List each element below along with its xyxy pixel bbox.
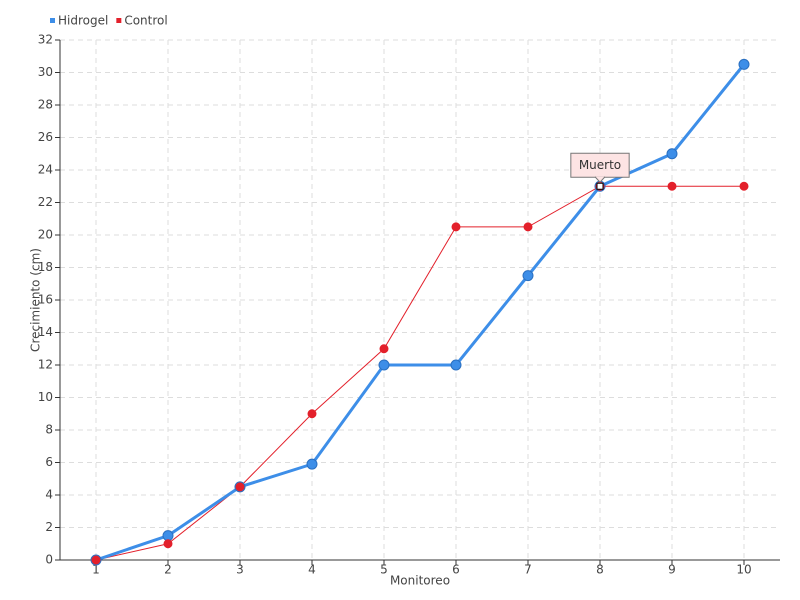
data-point	[163, 539, 173, 549]
x-tick-label: 7	[524, 563, 532, 577]
data-point	[451, 222, 461, 232]
y-tick-label: 32	[38, 33, 53, 47]
data-point	[91, 555, 101, 565]
data-point	[162, 530, 174, 542]
annotation: Muerto	[570, 152, 630, 190]
x-axis-label: Monitoreo	[390, 574, 450, 588]
y-tick-label: 4	[45, 488, 53, 502]
annotation-box	[570, 152, 630, 178]
y-tick-label: 2	[45, 520, 53, 534]
data-point	[450, 359, 462, 371]
x-tick-label: 1	[92, 563, 100, 577]
data-point	[738, 58, 750, 70]
data-point	[379, 344, 389, 354]
y-tick-label: 18	[38, 260, 53, 274]
annotation-marker	[596, 182, 604, 190]
legend-swatch	[50, 18, 55, 23]
x-tick-label: 3	[236, 563, 244, 577]
series-line	[95, 63, 746, 562]
y-tick-label: 10	[38, 390, 53, 404]
data-point	[666, 148, 678, 160]
data-point	[522, 270, 534, 282]
y-tick-label: 0	[45, 553, 53, 567]
y-tick-label: 28	[38, 98, 53, 112]
legend-swatch	[116, 18, 122, 23]
y-tick-label: 20	[38, 228, 53, 242]
data-point	[235, 482, 245, 492]
legend-label: Control	[124, 14, 167, 28]
y-tick-label: 26	[38, 130, 53, 144]
annotation-pointer	[594, 176, 606, 183]
annotation-text: Muerto	[579, 158, 621, 172]
x-tick-label: 10	[736, 563, 751, 577]
y-tick-label: 14	[38, 325, 53, 339]
y-tick-label: 16	[38, 293, 53, 307]
series-line	[95, 185, 744, 561]
y-tick-label: 6	[45, 455, 53, 469]
y-tick-label: 12	[38, 358, 53, 372]
data-point	[307, 409, 317, 419]
data-point	[667, 181, 677, 191]
x-tick-label: 8	[596, 563, 604, 577]
x-tick-label: 6	[452, 563, 460, 577]
y-tick-label: 8	[45, 423, 53, 437]
y-tick-label: 30	[38, 65, 53, 79]
x-tick-label: 4	[308, 563, 316, 577]
legend-label: Hidrogel	[58, 14, 108, 28]
y-axis-label: Crecimiento (cm)	[29, 248, 43, 352]
data-point	[378, 359, 390, 371]
x-tick-label: 9	[668, 563, 676, 577]
x-tick-label: 2	[164, 563, 172, 577]
data-point	[739, 181, 749, 191]
data-point	[306, 458, 318, 470]
data-point	[523, 222, 533, 232]
x-tick-label: 5	[380, 563, 388, 577]
y-tick-label: 22	[38, 195, 53, 209]
y-tick-label: 24	[38, 163, 53, 177]
